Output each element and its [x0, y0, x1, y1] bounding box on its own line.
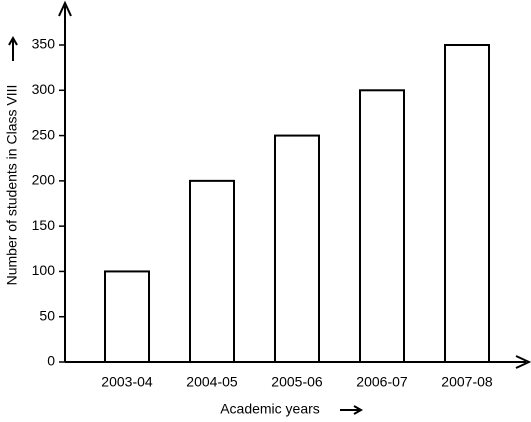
bar — [104, 270, 150, 363]
x-tick-label: 2004-05 — [186, 374, 238, 390]
bar — [444, 44, 490, 363]
x-tick-label: 2005-06 — [271, 374, 323, 390]
x-tick-label: 2007-08 — [441, 374, 493, 390]
bar — [359, 89, 405, 364]
x-tick-label: 2006-07 — [356, 374, 408, 390]
y-tick-label: 350 — [32, 36, 56, 52]
y-tick-label: 100 — [32, 262, 56, 278]
bar — [189, 179, 235, 363]
y-axis-arrow — [58, 0, 72, 17]
y-label-arrow — [8, 35, 18, 61]
y-tick-label: 50 — [39, 307, 55, 323]
y-axis-label: Number of students in Class VIII — [4, 85, 20, 286]
x-axis-label: Academic years — [220, 401, 320, 417]
y-tick-label: 200 — [32, 172, 56, 188]
y-tick-label: 0 — [47, 353, 55, 369]
y-tick-label: 150 — [32, 217, 56, 233]
y-tick-label: 250 — [32, 126, 56, 142]
x-label-arrow — [340, 405, 364, 415]
bar — [274, 134, 320, 363]
x-axis-arrow — [515, 355, 531, 369]
x-tick-label: 2003-04 — [101, 374, 153, 390]
y-tick-label: 300 — [32, 81, 56, 97]
